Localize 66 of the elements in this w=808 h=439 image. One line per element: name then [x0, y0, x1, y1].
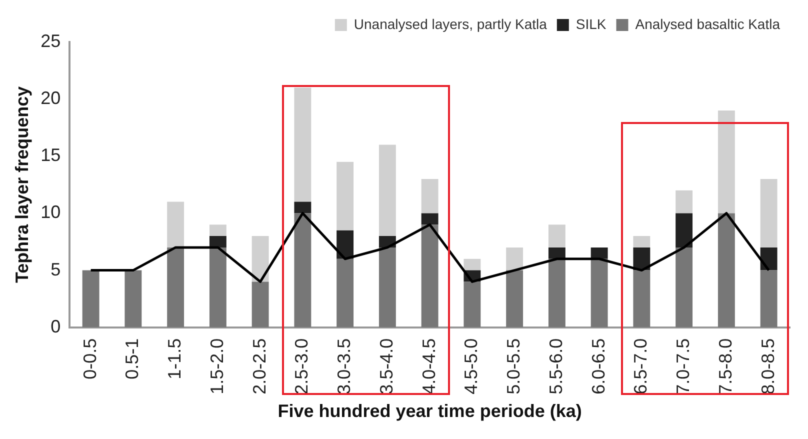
- y-tick-label: 0: [50, 316, 61, 336]
- bar: [676, 213, 693, 248]
- x-tick-label: 8.0-8.5: [758, 338, 778, 394]
- bar: [421, 224, 438, 328]
- y-axis-title: Tephra layer frequency: [12, 86, 32, 284]
- y-tick-label: 25: [40, 30, 61, 51]
- bar: [760, 247, 778, 270]
- x-tick-label: 3.5-4.0: [376, 338, 396, 394]
- x-tick-label: 5.5-6.0: [546, 338, 566, 394]
- bar: [760, 178, 778, 248]
- x-tick-label: 7.5-8.0: [715, 338, 736, 394]
- bar: [378, 247, 396, 328]
- bar: [718, 213, 735, 328]
- bar: [294, 202, 312, 214]
- bar: [124, 270, 142, 328]
- legend-label: Analysed basaltic Katla: [635, 16, 780, 32]
- x-tick-label: 3.0-3.5: [334, 338, 354, 394]
- bar: [167, 202, 184, 248]
- bar: [718, 110, 735, 214]
- bar: [633, 236, 650, 248]
- bar: [590, 258, 608, 328]
- bar: [676, 190, 693, 214]
- x-tick-label: 1-1.5: [164, 338, 185, 380]
- x-tick-label: 6.0-6.5: [588, 338, 608, 394]
- bar: [209, 236, 226, 248]
- bar: [421, 213, 438, 225]
- bar: [209, 247, 226, 328]
- x-tick-label: 4.5-5.0: [461, 338, 482, 394]
- bar: [167, 247, 184, 328]
- x-tick-label: 6.5-7.0: [630, 338, 651, 394]
- bar: [548, 258, 566, 328]
- bar: [464, 282, 481, 328]
- bar: [421, 178, 438, 214]
- bar: [464, 258, 481, 270]
- bar: [336, 162, 354, 230]
- x-tick-label: 5.0-5.5: [504, 338, 524, 394]
- bar: [378, 144, 396, 236]
- x-tick-label: 0.5-1: [122, 338, 142, 380]
- bar: [209, 224, 226, 236]
- x-axis-title: Five hundred year time periode (ka): [278, 401, 582, 422]
- bar: [294, 88, 312, 202]
- bar: [294, 213, 312, 328]
- bar: [548, 247, 566, 259]
- x-tick-label: 4.0-4.5: [418, 338, 439, 394]
- x-tick-label: 2.0-2.5: [249, 338, 270, 394]
- x-tick-label: 1.5-2.0: [206, 338, 227, 394]
- bar: [506, 270, 524, 328]
- bar: [548, 224, 566, 248]
- bar: [760, 270, 778, 328]
- bar: [252, 282, 269, 328]
- bar: [633, 270, 650, 328]
- y-tick-label: 10: [40, 202, 61, 222]
- legend-label: Unanalysed layers, partly Katla: [354, 16, 548, 32]
- bar: [252, 236, 269, 282]
- legend-label: SILK: [576, 16, 607, 32]
- y-tick-label: 15: [40, 145, 61, 166]
- y-tick-label: 20: [40, 88, 61, 108]
- bar: [590, 247, 608, 259]
- x-tick-label: 7.0-7.5: [673, 338, 694, 394]
- bar: [506, 247, 524, 270]
- bar: [336, 258, 354, 328]
- bar: [82, 270, 100, 328]
- x-tick-label: 0-0.5: [80, 338, 100, 380]
- bar: [676, 247, 693, 328]
- y-tick-label: 5: [50, 259, 61, 280]
- x-tick-label: 2.5-3.0: [292, 338, 312, 394]
